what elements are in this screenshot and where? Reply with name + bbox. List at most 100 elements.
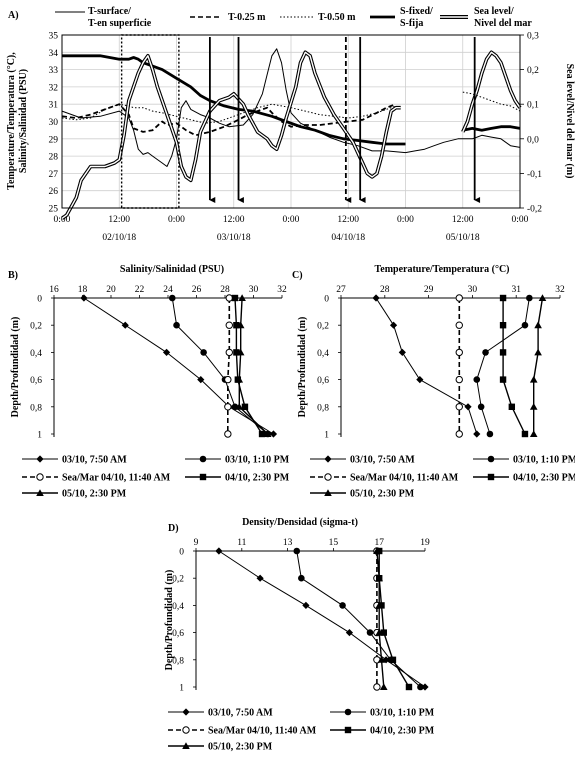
x-tick-label: 9 [194,538,199,548]
panel-a-letter: A) [8,10,19,21]
x-tick-label: 16 [49,285,59,295]
legend-label: 04/10, 2:30 PM [513,473,575,484]
profile-point [389,656,397,663]
legend-marker [324,473,332,481]
y-tick-label: 1 [179,684,184,694]
legend-marker [487,455,495,463]
legend-label: 03/10, 7:50 AM [208,708,273,719]
x-tick-label: 18 [78,285,88,295]
profile-line [238,297,269,435]
profile-point [339,602,346,609]
profile-point [233,349,240,356]
x-tick-label: 28 [380,285,390,295]
profile-point [225,321,233,329]
profile-line [533,297,544,434]
y-tick-label: 0,8 [172,656,184,666]
x-tick-label: 0:00 [512,215,529,225]
panel-a: A) T-surface/ T-en superficie T-0.25 m T… [6,6,575,243]
legend-marker [182,708,190,716]
y-tick-label: 0,2 [30,322,42,332]
legend-marker [36,455,44,463]
legend-label: 03/10, 1:10 PM [370,708,435,719]
profile-line [171,297,269,435]
y-tick-label: 1 [37,431,42,441]
profile-line [83,297,274,435]
profile-point [345,629,354,637]
profile-point [499,322,507,329]
profile-point [508,403,516,410]
x-tick-label: 32 [277,285,287,295]
panel-c-ylabel: Depth/Profundidad (m) [297,317,308,418]
x-tick-label: 0:00 [397,215,414,225]
x-tick-label: 26 [192,285,202,295]
legend-label: Sea/Mar 04/10, 11:40 AM [350,473,459,484]
profile-point [455,321,463,329]
legend-marker [344,726,352,734]
x-tick-label: 24 [163,285,173,295]
y-tick-label: 0,2 [172,575,184,585]
profile-point [380,629,387,636]
x-tick-label: 11 [237,538,246,548]
profile-point [529,403,538,410]
x-tick-label: 15 [329,538,339,548]
profile-line [502,298,526,435]
profile-point [366,629,374,636]
profile-point [80,294,88,302]
series-t-050 [61,91,521,124]
profile-point [482,349,489,356]
y-tick-label-left: 33 [49,66,59,76]
x-tick-label: 19 [420,538,430,548]
panel-a-ylabel-right: Sea level/Nivel del mar (m) [564,64,575,179]
legend-marker [344,708,352,716]
legend-marker [36,473,44,481]
profile-point [235,403,244,410]
y-tick-label: 0,4 [30,349,42,359]
y-tick-label-left: 29 [49,135,59,145]
legend-label: Sea/Mar 04/10, 11:40 AM [208,726,317,737]
profile-point [455,375,463,384]
profile-point [373,547,381,554]
legend-label-t-050: T-0.50 m [318,12,356,23]
legend-label: 03/10, 1:10 PM [225,455,290,466]
panel-b-plot: 16 18 20 22 24 26 28 30 32 0 0,2 0,4 0,6 0,8 1 [30,285,287,441]
profile-point [538,294,547,301]
legend-label: 04/10, 2:30 PM [370,726,435,737]
profile-line [218,550,426,688]
panel-c-letter: C) [292,270,303,281]
y-tick-label-left: 34 [49,49,59,59]
profile-point [455,294,463,302]
y-tick-label-left: 26 [49,187,59,197]
profile-point [162,348,171,356]
profile-line [227,298,231,434]
profile-point [534,321,542,329]
profile-point [258,430,266,438]
profile-point [421,683,429,691]
x-tick-label: 22 [135,285,145,295]
profile-point [256,574,264,582]
profile-point [529,430,538,437]
y-tick-label: 0,6 [30,376,42,386]
profile-point [521,321,529,329]
x-tick-label: 12:00 [223,215,245,225]
panel-d-plot: 9 11 13 15 17 19 0 0,2 0,4 0,6 0,8 1 [172,538,430,694]
legend-label: 05/10, 2:30 PM [350,489,415,500]
y-tick-label: 0 [179,548,184,558]
panel-d: D) Density/Densidad (sigma-t) Depth/Prof… [164,517,430,694]
y-tick-label-left: 28 [49,153,59,163]
profile-point [529,375,538,383]
profile-point [499,294,507,302]
x-tick-label: 12:00 [337,215,359,225]
date-label: 03/10/18 [217,233,251,243]
profile-point [200,349,207,356]
date-label: 02/10/18 [102,233,136,243]
x-tick-label: 30 [249,285,259,295]
y-tick-label-left: 27 [49,170,59,180]
profile-point [377,656,386,663]
panel-d-ylabel: Depth/Profundidad (m) [164,570,175,671]
profile-point [416,376,424,384]
y-tick-label: 0,4 [317,349,329,359]
panel-b-ylabel: Depth/Profundidad (m) [10,317,21,418]
profile-point [224,403,232,411]
profile-legend-top: 03/10, 7:50 AM 03/10, 1:10 PM Sea/Mar 04/1… [22,455,575,500]
profile-point [521,430,529,438]
